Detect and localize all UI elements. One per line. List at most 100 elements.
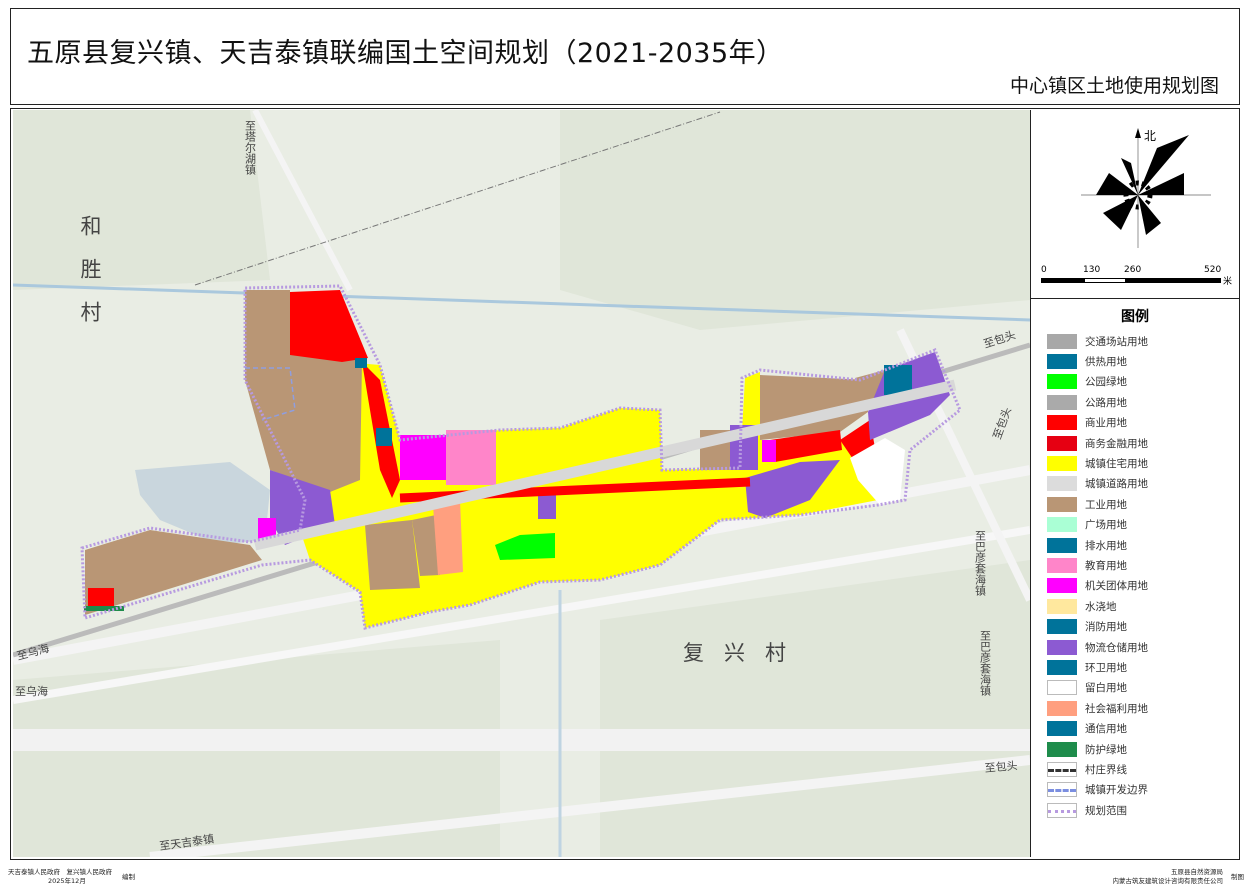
legend-item: 城镇住宅用地 xyxy=(1047,454,1148,472)
legend-swatch xyxy=(1047,517,1077,533)
legend-swatch xyxy=(1047,476,1077,492)
legend-item: 商务金融用地 xyxy=(1047,434,1148,452)
footer-right-line2: 内蒙古筑友建筑设计咨询有限责任公司 xyxy=(1112,877,1224,885)
parcel-commercial-east xyxy=(770,430,842,462)
legend-label: 水浇地 xyxy=(1085,600,1117,613)
legend-label: 村庄界线 xyxy=(1085,763,1127,776)
legend-label: 消防用地 xyxy=(1085,621,1127,634)
legend-swatch xyxy=(1047,639,1077,655)
legend-swatch xyxy=(1047,537,1077,553)
legend-item: 城镇开发边界 xyxy=(1047,781,1148,799)
title-box: 五原县复兴镇、天吉泰镇联编国土空间规划（2021-2035年） 中心镇区土地使用… xyxy=(10,8,1240,105)
parcel-logistics-center xyxy=(538,494,556,519)
legend-item: 留白用地 xyxy=(1047,679,1127,697)
map-frame xyxy=(10,108,1240,860)
legend-item: 教育用地 xyxy=(1047,556,1127,574)
village-boundary xyxy=(194,111,721,286)
legend-label: 城镇开发边界 xyxy=(1085,784,1148,797)
legend-item: 规划范围 xyxy=(1047,801,1127,819)
parcel-park xyxy=(495,533,555,560)
legend-swatch xyxy=(1047,496,1077,512)
parcel-gov-east xyxy=(762,440,776,462)
legend-item: 水浇地 xyxy=(1047,597,1117,615)
legend-item: 机关团体用地 xyxy=(1047,577,1148,595)
legend-label: 机关团体用地 xyxy=(1085,580,1148,593)
legend-item: 社会福利用地 xyxy=(1047,699,1148,717)
legend-label: 排水用地 xyxy=(1085,539,1127,552)
legend-item: 广场用地 xyxy=(1047,516,1127,534)
parcel-industrial-west xyxy=(85,530,262,615)
legend-item: 公园绿地 xyxy=(1047,373,1127,391)
pond xyxy=(135,462,270,545)
legend-swatch xyxy=(1047,802,1077,818)
legend-item: 商业用地 xyxy=(1047,414,1127,432)
legend-label: 通信用地 xyxy=(1085,723,1127,736)
parcel-industrial-south2 xyxy=(412,515,440,576)
compass-rose-icon: 北 xyxy=(1081,128,1211,248)
legend-item: 物流仓储用地 xyxy=(1047,638,1148,656)
legend-swatch xyxy=(1047,700,1077,716)
footer-right-action: 制图 xyxy=(1231,873,1244,881)
parcel-heat-ne xyxy=(884,365,912,395)
land-use-map[interactable]: 至塔尔湖镇 和胜村 复兴村 至包头 至包头 至包头 至巴彦套海镇 至巴彦套海镇 … xyxy=(13,110,1030,857)
scale-tick-0: 0 xyxy=(1041,265,1047,275)
legend-swatch xyxy=(1047,353,1077,369)
parcel-industrial-nw xyxy=(245,290,362,492)
legend-label: 商务金融用地 xyxy=(1085,437,1148,450)
legend-label: 工业用地 xyxy=(1085,498,1127,511)
parcel-education xyxy=(446,430,496,485)
development-boundary xyxy=(245,367,296,421)
parcel-welfare xyxy=(433,500,463,575)
parcel-gov-west xyxy=(258,518,276,540)
north-label: 北 xyxy=(1144,129,1156,143)
legend-label: 公园绿地 xyxy=(1085,376,1127,389)
parcel-commercial-nw xyxy=(290,290,368,362)
legend-item: 交通场站用地 xyxy=(1047,332,1148,350)
land-use-parcels xyxy=(84,290,957,628)
legend-label: 环卫用地 xyxy=(1085,661,1127,674)
legend-swatch xyxy=(1047,415,1077,431)
legend-item: 环卫用地 xyxy=(1047,658,1127,676)
parcel-utility xyxy=(376,428,392,446)
legend-item: 公路用地 xyxy=(1047,393,1127,411)
footer-left-line2: 2025年12月 xyxy=(48,877,86,885)
legend-swatch xyxy=(1047,333,1077,349)
parcel-industrial-south xyxy=(365,520,420,590)
footer-left-action: 编制 xyxy=(122,873,135,881)
legend-swatch xyxy=(1047,659,1077,675)
map-subtitle: 中心镇区土地使用规划图 xyxy=(1009,75,1219,97)
parcel-commercial-west xyxy=(88,588,114,608)
legend-label: 城镇道路用地 xyxy=(1085,478,1148,491)
legend-label: 社会福利用地 xyxy=(1085,702,1148,715)
parcel-reserved xyxy=(850,438,905,505)
legend-swatch xyxy=(1047,721,1077,737)
legend-label: 城镇住宅用地 xyxy=(1085,457,1148,470)
legend-item: 村庄界线 xyxy=(1047,760,1127,778)
legend-item: 消防用地 xyxy=(1047,618,1127,636)
label-to-taerhu: 至塔尔湖镇 xyxy=(244,120,257,176)
label-to-baotou-3: 至包头 xyxy=(984,759,1018,775)
scale-bar: 0 130 260 520 米 xyxy=(1039,265,1233,295)
legend-swatch xyxy=(1047,455,1077,471)
parcel-gov-center xyxy=(400,435,447,480)
parcel-utility2 xyxy=(355,358,367,368)
legend-label: 交通场站用地 xyxy=(1085,335,1148,348)
legend-label: 商业用地 xyxy=(1085,417,1127,430)
legend-swatch xyxy=(1047,578,1077,594)
legend-item: 通信用地 xyxy=(1047,720,1127,738)
legend-swatch xyxy=(1047,761,1077,777)
legend-label: 供热用地 xyxy=(1085,355,1127,368)
legend-label: 物流仓储用地 xyxy=(1085,641,1148,654)
legend-title: 图例 xyxy=(1121,309,1149,325)
footer-right-line1: 五原县自然资源局 xyxy=(1171,868,1223,876)
legend-item: 排水用地 xyxy=(1047,536,1127,554)
label-fuxing-village: 复兴村 xyxy=(683,641,806,665)
legend-label: 教育用地 xyxy=(1085,559,1127,572)
legend-swatch xyxy=(1047,782,1077,798)
legend-swatch xyxy=(1047,394,1077,410)
page-title: 五原县复兴镇、天吉泰镇联编国土空间规划（2021-2035年） xyxy=(27,38,784,69)
legend-swatch xyxy=(1047,741,1077,757)
legend-label: 防护绿地 xyxy=(1085,743,1127,756)
scale-unit: 米 xyxy=(1223,277,1233,287)
label-to-wuhai-2: 至乌海 xyxy=(15,684,48,698)
